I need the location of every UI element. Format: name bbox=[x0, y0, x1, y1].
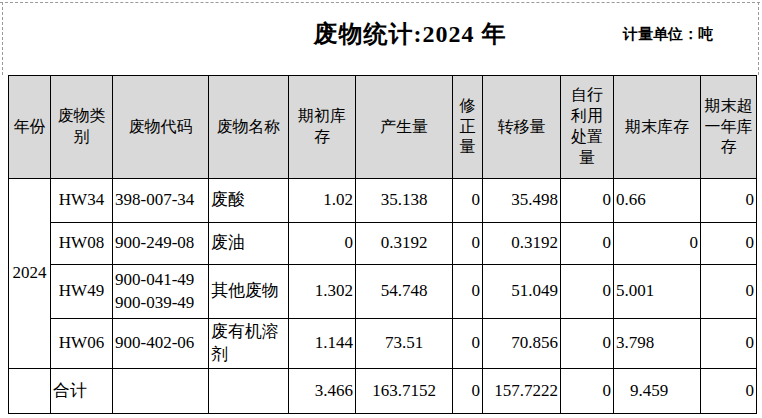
total-name-empty-cell bbox=[209, 369, 289, 414]
over-one-year-cell: 0 bbox=[701, 179, 757, 223]
correction-cell: 0 bbox=[453, 265, 483, 319]
total-transferred-cell: 157.7222 bbox=[483, 369, 561, 414]
header-generated: 产生量 bbox=[356, 76, 453, 179]
header-name: 废物名称 bbox=[209, 76, 289, 179]
total-row: 合计 3.466 163.7152 0 157.7222 0 9.459 0 bbox=[9, 369, 757, 414]
header-self-disposal: 自行 利用 处置 量 bbox=[561, 76, 614, 179]
opening-cell: 0 bbox=[289, 223, 356, 265]
over-one-year-cell: 0 bbox=[701, 223, 757, 265]
correction-cell: 0 bbox=[453, 179, 483, 223]
print-area-dashed-right bbox=[758, 2, 759, 75]
category-cell: HW34 bbox=[51, 179, 113, 223]
table-row: 2024 HW34 398-007-34 废酸 1.02 35.138 0 35… bbox=[9, 179, 757, 223]
code-cell: 900-041-49 900-039-49 bbox=[113, 265, 209, 319]
correction-cell: 0 bbox=[453, 319, 483, 369]
category-cell: HW08 bbox=[51, 223, 113, 265]
header-opening-stock: 期初库 存 bbox=[289, 76, 356, 179]
closing-cell: 0.66 bbox=[614, 179, 701, 223]
total-opening-cell: 3.466 bbox=[289, 369, 356, 414]
table-row: HW08 900-249-08 废油 0 0.3192 0 0.3192 0 0… bbox=[9, 223, 757, 265]
header-closing-stock: 期末库存 bbox=[614, 76, 701, 179]
transferred-cell: 51.049 bbox=[483, 265, 561, 319]
generated-cell: 35.138 bbox=[356, 179, 453, 223]
header-transferred: 转移量 bbox=[483, 76, 561, 179]
total-generated-cell: 163.7152 bbox=[356, 369, 453, 414]
total-label-cell: 合计 bbox=[51, 369, 113, 414]
header-code: 废物代码 bbox=[113, 76, 209, 179]
transferred-cell: 0.3192 bbox=[483, 223, 561, 265]
generated-cell: 54.748 bbox=[356, 265, 453, 319]
print-area-dashed-top bbox=[0, 2, 760, 3]
year-cell: 2024 bbox=[9, 179, 51, 369]
waste-statistics-table: 年份 废物类 别 废物代码 废物名称 期初库 存 产生量 修 正 量 转移量 自… bbox=[8, 75, 757, 414]
generated-cell: 0.3192 bbox=[356, 223, 453, 265]
total-self-disposal-cell: 0 bbox=[561, 369, 614, 414]
total-closing-cell: 9.459 bbox=[614, 369, 701, 414]
closing-cell: 3.798 bbox=[614, 319, 701, 369]
name-cell: 废油 bbox=[209, 223, 289, 265]
generated-cell: 73.51 bbox=[356, 319, 453, 369]
code-cell: 398-007-34 bbox=[113, 179, 209, 223]
over-one-year-cell: 0 bbox=[701, 265, 757, 319]
header-row: 年份 废物类 别 废物代码 废物名称 期初库 存 产生量 修 正 量 转移量 自… bbox=[9, 76, 757, 179]
name-cell: 废酸 bbox=[209, 179, 289, 223]
transferred-cell: 70.856 bbox=[483, 319, 561, 369]
total-code-empty-cell bbox=[113, 369, 209, 414]
self-disposal-cell: 0 bbox=[561, 179, 614, 223]
header-over-one-year: 期末超 一年库 存 bbox=[701, 76, 757, 179]
opening-cell: 1.02 bbox=[289, 179, 356, 223]
closing-cell: 5.001 bbox=[614, 265, 701, 319]
over-one-year-cell: 0 bbox=[701, 319, 757, 369]
self-disposal-cell: 0 bbox=[561, 265, 614, 319]
header-year: 年份 bbox=[9, 76, 51, 179]
table-row: HW49 900-041-49 900-039-49 其他废物 1.302 54… bbox=[9, 265, 757, 319]
print-area-dashed-left bbox=[2, 2, 3, 75]
code-cell: 900-402-06 bbox=[113, 319, 209, 369]
code-cell: 900-249-08 bbox=[113, 223, 209, 265]
page: { "page": { "title": "废物统计:2024 年", "uni… bbox=[0, 0, 762, 418]
correction-cell: 0 bbox=[453, 223, 483, 265]
header-correction: 修 正 量 bbox=[453, 76, 483, 179]
page-title: 废物统计:2024 年 bbox=[250, 18, 570, 50]
total-over-one-year-cell: 0 bbox=[701, 369, 757, 414]
table-row: HW06 900-402-06 废有机溶剂 1.144 73.51 0 70.8… bbox=[9, 319, 757, 369]
unit-label: 计量单位：吨 bbox=[623, 25, 713, 44]
total-year-empty-cell bbox=[9, 369, 51, 414]
closing-cell: 0 bbox=[614, 223, 701, 265]
self-disposal-cell: 0 bbox=[561, 319, 614, 369]
name-cell: 废有机溶剂 bbox=[209, 319, 289, 369]
category-cell: HW49 bbox=[51, 265, 113, 319]
transferred-cell: 35.498 bbox=[483, 179, 561, 223]
header-category: 废物类 别 bbox=[51, 76, 113, 179]
total-correction-cell: 0 bbox=[453, 369, 483, 414]
opening-cell: 1.144 bbox=[289, 319, 356, 369]
name-cell: 其他废物 bbox=[209, 265, 289, 319]
opening-cell: 1.302 bbox=[289, 265, 356, 319]
category-cell: HW06 bbox=[51, 319, 113, 369]
self-disposal-cell: 0 bbox=[561, 223, 614, 265]
